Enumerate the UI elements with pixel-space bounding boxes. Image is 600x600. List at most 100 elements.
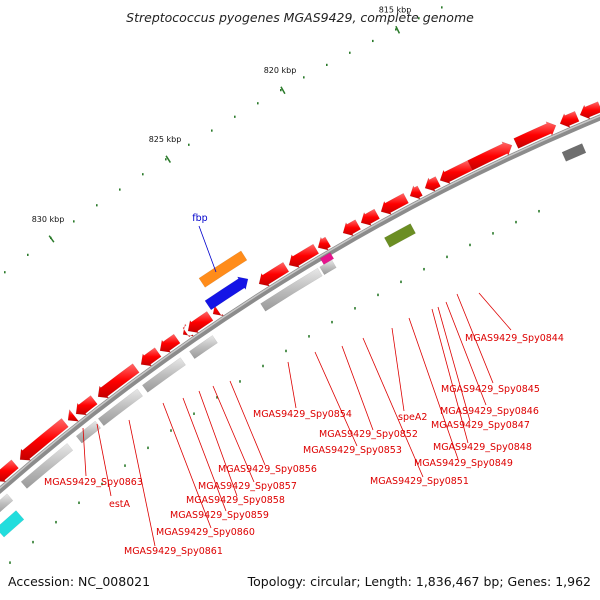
cds-forward[interactable] [187,311,214,334]
minor-tick [142,173,144,176]
cds-forward[interactable] [579,101,600,120]
label-spy0847[interactable]: MGAS9429_Spy0847 [431,420,530,431]
gene-feature-grey[interactable] [142,357,186,393]
minor-tick [27,253,29,256]
inner-tick [400,280,402,284]
callout-line [391,327,405,412]
inner-tick [377,293,379,297]
feature-fbp-blue[interactable] [204,276,249,311]
cds-forward[interactable] [342,219,361,237]
gene-feature-grey[interactable] [260,267,323,312]
callout-line [408,317,459,460]
feature-dark[interactable] [561,143,587,162]
minor-tick [188,143,190,146]
minor-tick [119,188,121,191]
inner-tick [262,364,264,368]
minor-tick [303,76,305,79]
cds-forward[interactable] [97,363,140,399]
label-esta[interactable]: estA [109,499,131,510]
accession-text: Accession: NC_008021 [8,574,150,589]
label-spy0849[interactable]: MGAS9429_Spy0849 [414,458,513,469]
inner-tick [193,412,195,415]
inner-tick [170,429,172,432]
minor-tick [441,6,443,9]
inner-tick [55,520,57,524]
inner-tick [492,232,494,235]
minor-tick [211,129,213,132]
label-spy0860[interactable]: MGAS9429_Spy0860 [156,527,255,538]
cds-forward[interactable] [19,418,69,461]
callout-line [182,397,227,512]
feature-fbp-orange[interactable] [198,250,248,288]
label-spy0845[interactable]: MGAS9429_Spy0845 [441,384,540,395]
minor-tick [50,236,52,240]
label-spy0851[interactable]: MGAS9429_Spy0851 [370,476,469,487]
cds-forward[interactable] [317,236,332,251]
cds-forward[interactable] [559,111,580,128]
cds-forward[interactable] [513,121,557,149]
cds-forward[interactable] [439,160,473,184]
cds-forward[interactable] [380,193,409,215]
callout-line [431,308,469,444]
cds-forward[interactable] [288,243,320,268]
label-spy0846[interactable]: MGAS9429_Spy0846 [440,406,539,417]
minor-tick [395,28,397,31]
label-spy0853[interactable]: MGAS9429_Spy0853 [303,445,402,456]
label-fbp[interactable]: fbp [192,213,207,224]
label-spy0858[interactable]: MGAS9429_Spy0858 [186,495,285,506]
feature-track [0,101,600,538]
gene-feature-grey[interactable] [20,443,74,489]
label-spy0856[interactable]: MGAS9429_Spy0856 [218,464,317,475]
label-spy0848[interactable]: MGAS9429_Spy0848 [433,442,532,453]
label-spy0857[interactable]: MGAS9429_Spy0857 [198,481,297,492]
scale-label: 815 kbp [379,5,412,14]
callout-line [82,427,87,477]
callout-lines [82,225,512,547]
minor-tick [165,158,167,161]
major-tick [280,86,286,95]
major-tick [395,25,401,34]
label-spy0844[interactable]: MGAS9429_Spy0844 [465,333,564,344]
minor-tick [372,39,374,43]
label-spy0854[interactable]: MGAS9429_Spy0854 [253,409,352,420]
callout-line [162,402,212,529]
callout-line [456,293,494,384]
cds-forward[interactable] [75,395,98,416]
cds-forward[interactable] [424,176,441,192]
callout-line [198,225,217,273]
label-spy0859[interactable]: MGAS9429_Spy0859 [170,510,269,521]
inner-tick [9,561,11,564]
callout-line [198,390,238,497]
cds-forward[interactable] [159,333,181,353]
minor-tick [349,51,351,54]
feature-cyan[interactable] [0,510,25,538]
gene-feature-grey[interactable] [97,388,143,427]
feature-magenta[interactable] [319,252,335,265]
gene-feature-grey[interactable] [75,420,102,444]
major-tick [165,155,172,163]
cds-forward[interactable] [182,323,195,338]
feature-olive[interactable] [384,223,416,248]
cds-forward[interactable] [467,141,513,171]
minor-tick [96,204,98,207]
gene-feature-grey[interactable] [0,493,14,514]
cds-forward[interactable] [360,208,380,226]
callout-line [437,306,471,422]
cds-forward[interactable] [0,459,19,482]
label-spy0863[interactable]: MGAS9429_Spy0863 [44,477,143,488]
cds-forward[interactable] [258,262,290,287]
minor-tick [418,17,420,20]
minor-tick [4,271,6,274]
cds-forward[interactable] [140,347,162,367]
label-spy0861[interactable]: MGAS9429_Spy0861 [124,546,223,557]
label-spy0852[interactable]: MGAS9429_Spy0852 [319,429,418,440]
cds-forward[interactable] [409,185,423,200]
gene-feature-grey[interactable] [319,259,337,275]
callout-line [445,301,487,406]
label-spea2[interactable]: speA2 [398,412,427,423]
cds-forward[interactable] [67,409,80,422]
gene-feature-grey[interactable] [189,335,218,359]
callout-line [212,385,255,483]
